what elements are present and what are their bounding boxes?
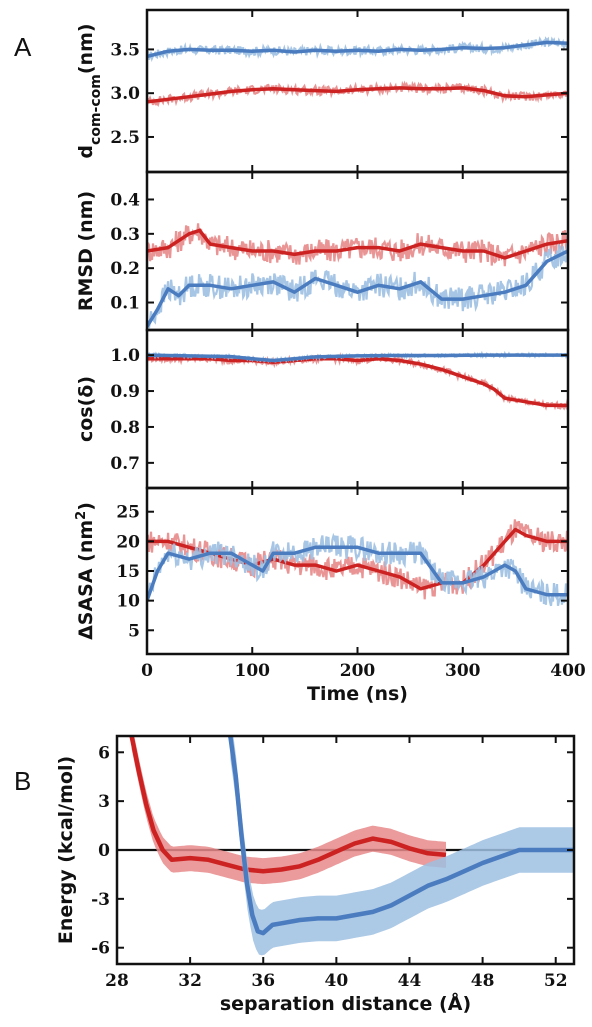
rmsd-series-red-line bbox=[147, 228, 568, 260]
ytick-label-dcom: 3.0 bbox=[110, 84, 140, 104]
sasa-series-red-raw bbox=[147, 519, 568, 600]
ytick-label-rmsd: 0.2 bbox=[110, 259, 140, 279]
rmsd-series-blue-raw bbox=[147, 243, 568, 330]
sasa-series-red-line bbox=[147, 527, 568, 591]
ylabel-main-dcom: d bbox=[75, 145, 97, 159]
ytick-label-rmsd: 0.4 bbox=[110, 190, 140, 210]
plot-area-energy bbox=[117, 736, 574, 956]
xtick-label-sasa: 0 bbox=[141, 661, 153, 681]
panel-label-a: A bbox=[14, 32, 32, 62]
xtick-label-sasa: 300 bbox=[445, 661, 481, 681]
ytick-label-energy: -6 bbox=[91, 939, 110, 959]
ytick-label-cos: 1.0 bbox=[110, 346, 140, 366]
rmsd-series-blue-line bbox=[147, 249, 568, 328]
cos-series-red-raw bbox=[147, 351, 568, 411]
ytick-label-cos: 0.7 bbox=[110, 454, 140, 474]
energy-series-red-line bbox=[129, 736, 447, 874]
ylabel-sup-sasa: 2 bbox=[74, 511, 89, 520]
dcom-series-blue-line bbox=[147, 40, 568, 59]
xtick-label-energy: 44 bbox=[398, 971, 422, 991]
ylabel-rmsd: RMSD (nm) bbox=[75, 191, 97, 311]
panel-label-b: B bbox=[14, 766, 32, 796]
xtick-label-energy: 48 bbox=[471, 971, 495, 991]
dcom-series-red-line bbox=[147, 86, 568, 104]
cos-series-red-line bbox=[147, 356, 568, 408]
xtick-label-energy: 40 bbox=[325, 971, 349, 991]
panel-dcom: 2.5 3.0 3.5 dcom-com(nm) bbox=[75, 8, 570, 174]
xlabel-energy: separation distance (Å) bbox=[220, 991, 471, 1015]
ylabel-main-rmsd: RMSD (nm) bbox=[75, 191, 97, 311]
panel-rmsd: 0.1 0.2 0.3 0.4 RMSD (nm) bbox=[75, 170, 570, 332]
energy-series-blue-band bbox=[230, 736, 574, 956]
cos-series-blue-line bbox=[147, 353, 568, 363]
ytick-label-energy: 6 bbox=[98, 743, 110, 763]
energy-series-blue-line bbox=[228, 736, 574, 936]
ytick-label-energy: -3 bbox=[91, 890, 110, 910]
ylabel-main-energy: Energy (kcal/mol) bbox=[55, 756, 77, 944]
ytick-label-cos: 0.9 bbox=[110, 382, 140, 402]
panel-sasa: 5 10 15 20 25 0 100 200 300 400 ΔSASA (nm2) Time (n… bbox=[74, 486, 586, 705]
ytick-label-rmsd: 0.1 bbox=[110, 294, 140, 314]
ylabel-suffix-sasa: ) bbox=[75, 502, 97, 511]
ytick-label-sasa: 10 bbox=[116, 592, 140, 612]
ytick-label-rmsd: 0.3 bbox=[110, 225, 140, 245]
xtick-label-energy: 32 bbox=[178, 971, 202, 991]
ytick-label-energy: 0 bbox=[98, 841, 110, 861]
xlabel-sasa: Time (ns) bbox=[307, 683, 408, 705]
ytick-label-sasa: 20 bbox=[116, 532, 140, 552]
xtick-label-energy: 52 bbox=[544, 971, 568, 991]
ylabel-dcom: dcom-com(nm) bbox=[75, 23, 104, 158]
xtick-label-sasa: 400 bbox=[550, 661, 586, 681]
ylabel-main-cos: cos(δ) bbox=[75, 376, 97, 442]
frame-rmsd bbox=[145, 170, 570, 332]
energy-series-red-band bbox=[131, 736, 446, 885]
sasa-series-blue-line bbox=[147, 545, 568, 602]
ylabel-main-sasa: ΔSASA (nm bbox=[75, 520, 97, 640]
ylabel-cos: cos(δ) bbox=[75, 376, 97, 442]
ytick-label-cos: 0.8 bbox=[110, 418, 140, 438]
plot-area-rmsd bbox=[147, 223, 568, 330]
ylabel-sub-dcom: com-com bbox=[88, 74, 104, 145]
ylabel-sasa: ΔSASA (nm2) bbox=[74, 502, 98, 640]
ytick-label-sasa: 25 bbox=[116, 503, 140, 523]
ytick-label-energy: 3 bbox=[98, 792, 110, 812]
xtick-label-energy: 36 bbox=[251, 971, 275, 991]
ytick-label-dcom: 3.5 bbox=[110, 40, 140, 60]
plot-area-sasa bbox=[147, 519, 568, 607]
ytick-label-dcom: 2.5 bbox=[110, 128, 140, 148]
rmsd-series-red-raw bbox=[147, 223, 568, 267]
xtick-label-sasa: 100 bbox=[235, 661, 271, 681]
ytick-label-sasa: 5 bbox=[128, 621, 140, 641]
ylabel-energy: Energy (kcal/mol) bbox=[55, 756, 77, 944]
xtick-label-sasa: 200 bbox=[340, 661, 376, 681]
panel-cos: 0.7 0.8 0.9 1.0 cos(δ) bbox=[75, 328, 570, 490]
plot-area-dcom bbox=[147, 36, 568, 107]
plot-area-cos bbox=[147, 350, 568, 411]
ylabel-suffix-dcom: (nm) bbox=[75, 23, 97, 74]
xtick-label-energy: 28 bbox=[105, 971, 129, 991]
ytick-label-sasa: 15 bbox=[116, 562, 140, 582]
